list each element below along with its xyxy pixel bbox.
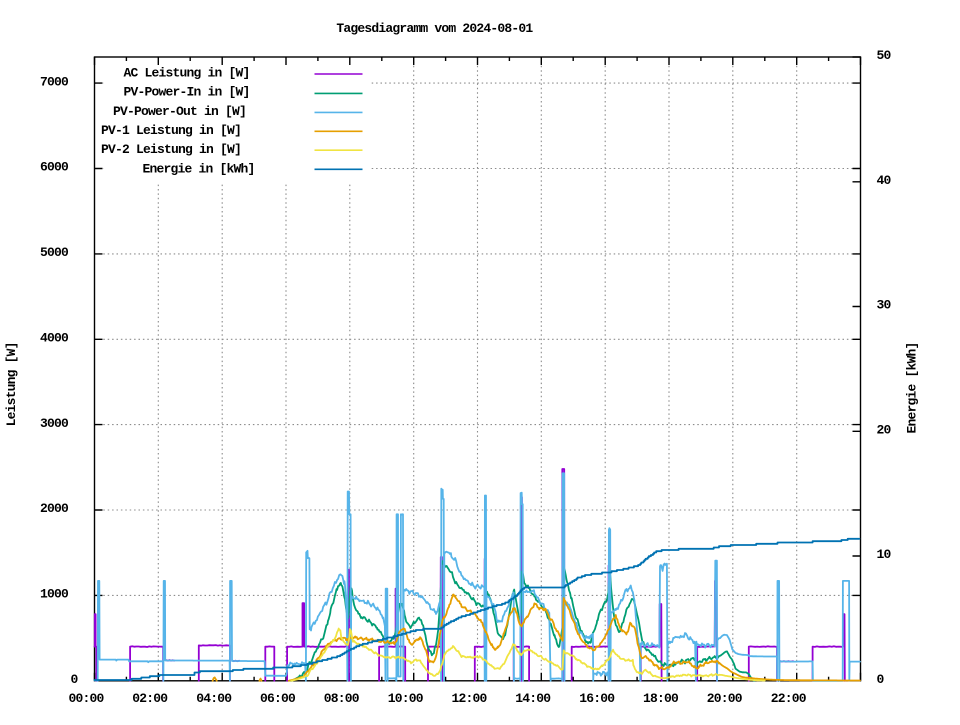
svg-text:Energie [kWh]: Energie [kWh] xyxy=(905,342,920,433)
svg-text:0: 0 xyxy=(877,672,885,687)
svg-text:Energie in [kWh]: Energie in [kWh] xyxy=(142,162,254,177)
svg-text:PV-Power-Out in [W]: PV-Power-Out in [W] xyxy=(113,104,246,119)
svg-text:PV-Power-In in [W]: PV-Power-In in [W] xyxy=(123,85,249,100)
svg-text:Tagesdiagramm vom 2024-08-01: Tagesdiagramm vom 2024-08-01 xyxy=(336,21,533,36)
svg-text:4000: 4000 xyxy=(40,330,69,345)
svg-text:10:00: 10:00 xyxy=(388,691,424,706)
svg-text:14:00: 14:00 xyxy=(515,691,551,706)
svg-text:02:00: 02:00 xyxy=(132,691,168,706)
svg-text:1000: 1000 xyxy=(40,587,69,602)
svg-text:20:00: 20:00 xyxy=(707,691,743,706)
svg-text:5000: 5000 xyxy=(40,245,69,260)
svg-text:PV-1 Leistung in [W]: PV-1 Leistung in [W] xyxy=(101,123,241,138)
svg-text:04:00: 04:00 xyxy=(196,691,232,706)
svg-text:AC Leistung in [W]: AC Leistung in [W] xyxy=(123,65,249,80)
svg-text:16:00: 16:00 xyxy=(579,691,615,706)
svg-text:22:00: 22:00 xyxy=(771,691,807,706)
svg-text:3000: 3000 xyxy=(40,416,69,431)
svg-text:6000: 6000 xyxy=(40,160,69,175)
svg-text:40: 40 xyxy=(877,173,892,188)
svg-text:7000: 7000 xyxy=(40,74,69,89)
svg-text:20: 20 xyxy=(877,422,892,437)
svg-text:50: 50 xyxy=(877,48,892,63)
svg-text:30: 30 xyxy=(877,298,892,313)
svg-text:2000: 2000 xyxy=(40,501,69,516)
svg-text:10: 10 xyxy=(877,547,892,562)
svg-text:18:00: 18:00 xyxy=(643,691,679,706)
svg-text:Leistung [W]: Leistung [W] xyxy=(4,342,19,426)
svg-text:0: 0 xyxy=(70,672,78,687)
svg-text:00:00: 00:00 xyxy=(68,691,104,706)
svg-text:06:00: 06:00 xyxy=(260,691,296,706)
svg-text:12:00: 12:00 xyxy=(451,691,487,706)
svg-text:08:00: 08:00 xyxy=(324,691,360,706)
svg-text:PV-2 Leistung in [W]: PV-2 Leistung in [W] xyxy=(101,142,241,157)
